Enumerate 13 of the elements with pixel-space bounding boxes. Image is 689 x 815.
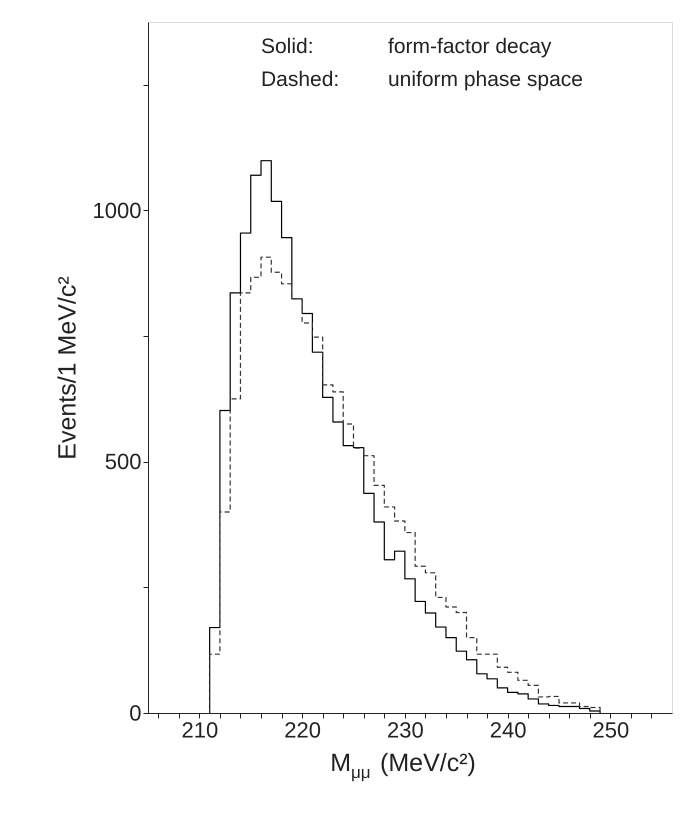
y-tick-label: 0 <box>129 700 142 726</box>
x-tick-label: 210 <box>182 718 218 742</box>
x-tick-label: 250 <box>592 718 630 742</box>
x-tick-label: 240 <box>490 718 526 742</box>
y-axis-title: Events/1 MeV/c² <box>54 276 82 460</box>
y-tick-label: 500 <box>104 449 142 474</box>
annotation: Dashed: <box>261 68 340 91</box>
annotation: Solid: <box>261 35 314 58</box>
annotation: uniform phase space <box>388 68 583 91</box>
y-tick-label: 1000 <box>92 198 142 223</box>
annotation: form-factor decay <box>388 35 552 58</box>
x-tick-label: 220 <box>284 718 321 742</box>
x-tick-label: 230 <box>387 718 424 742</box>
